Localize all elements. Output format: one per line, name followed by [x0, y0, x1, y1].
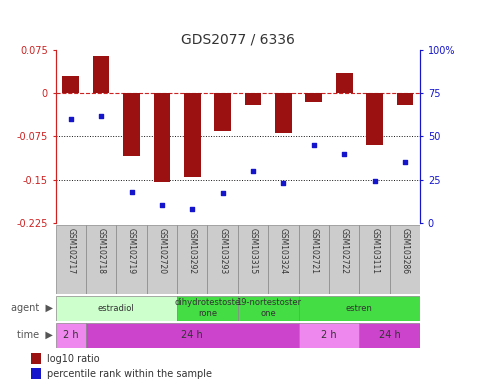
Bar [116, 225, 147, 294]
Point [310, 142, 318, 148]
Point [249, 168, 257, 174]
Bar [214, 93, 231, 131]
Bar [86, 225, 116, 294]
Bar [93, 56, 110, 93]
Point [219, 190, 227, 197]
Bar [62, 76, 79, 93]
Point [401, 159, 409, 166]
Bar [177, 225, 208, 294]
Text: 24 h: 24 h [182, 330, 203, 340]
Text: 19-nortestoster
one: 19-nortestoster one [236, 298, 301, 318]
Point [67, 116, 74, 122]
Text: 2 h: 2 h [321, 330, 337, 340]
Text: GSM102720: GSM102720 [157, 228, 167, 274]
Bar [56, 323, 86, 348]
Point [188, 206, 196, 212]
Bar [329, 225, 359, 294]
Text: GSM102721: GSM102721 [309, 228, 318, 274]
Text: agent  ▶: agent ▶ [11, 303, 53, 313]
Bar [397, 93, 413, 105]
Text: time  ▶: time ▶ [17, 330, 53, 340]
Bar [154, 93, 170, 182]
Point [280, 180, 287, 186]
Bar [86, 323, 298, 348]
Text: estradiol: estradiol [98, 304, 135, 313]
Bar [177, 296, 238, 321]
Bar [208, 225, 238, 294]
Bar [275, 93, 292, 134]
Bar [359, 323, 420, 348]
Text: GSM102718: GSM102718 [97, 228, 106, 274]
Bar [298, 296, 420, 321]
Bar [123, 93, 140, 157]
Text: 24 h: 24 h [379, 330, 401, 340]
Text: GSM102717: GSM102717 [66, 228, 75, 274]
Text: 2 h: 2 h [63, 330, 79, 340]
Point [341, 151, 348, 157]
Bar [238, 225, 268, 294]
Point [128, 189, 135, 195]
Bar [245, 93, 261, 105]
Bar [31, 353, 41, 364]
Bar [366, 93, 383, 145]
Text: GSM103292: GSM103292 [188, 228, 197, 274]
Bar [268, 225, 298, 294]
Text: dihydrotestoste
rone: dihydrotestoste rone [174, 298, 241, 318]
Bar [298, 323, 359, 348]
Point [371, 178, 379, 184]
Text: GSM103293: GSM103293 [218, 228, 227, 274]
Text: GSM102719: GSM102719 [127, 228, 136, 274]
Text: GSM103111: GSM103111 [370, 228, 379, 274]
Bar [390, 225, 420, 294]
Text: GSM102722: GSM102722 [340, 228, 349, 274]
Bar [336, 73, 353, 93]
Text: GDS2077 / 6336: GDS2077 / 6336 [181, 32, 295, 46]
Bar [56, 296, 177, 321]
Point [97, 113, 105, 119]
Text: GSM103324: GSM103324 [279, 228, 288, 274]
Bar [184, 93, 200, 177]
Bar [147, 225, 177, 294]
Bar [298, 225, 329, 294]
Point [158, 202, 166, 209]
Text: log10 ratio: log10 ratio [47, 354, 99, 364]
Bar [31, 368, 41, 379]
Text: estren: estren [346, 304, 373, 313]
Text: GSM103286: GSM103286 [400, 228, 410, 274]
Bar [56, 225, 86, 294]
Bar [305, 93, 322, 102]
Text: percentile rank within the sample: percentile rank within the sample [47, 369, 212, 379]
Bar [238, 296, 298, 321]
Bar [359, 225, 390, 294]
Text: GSM103315: GSM103315 [249, 228, 257, 274]
